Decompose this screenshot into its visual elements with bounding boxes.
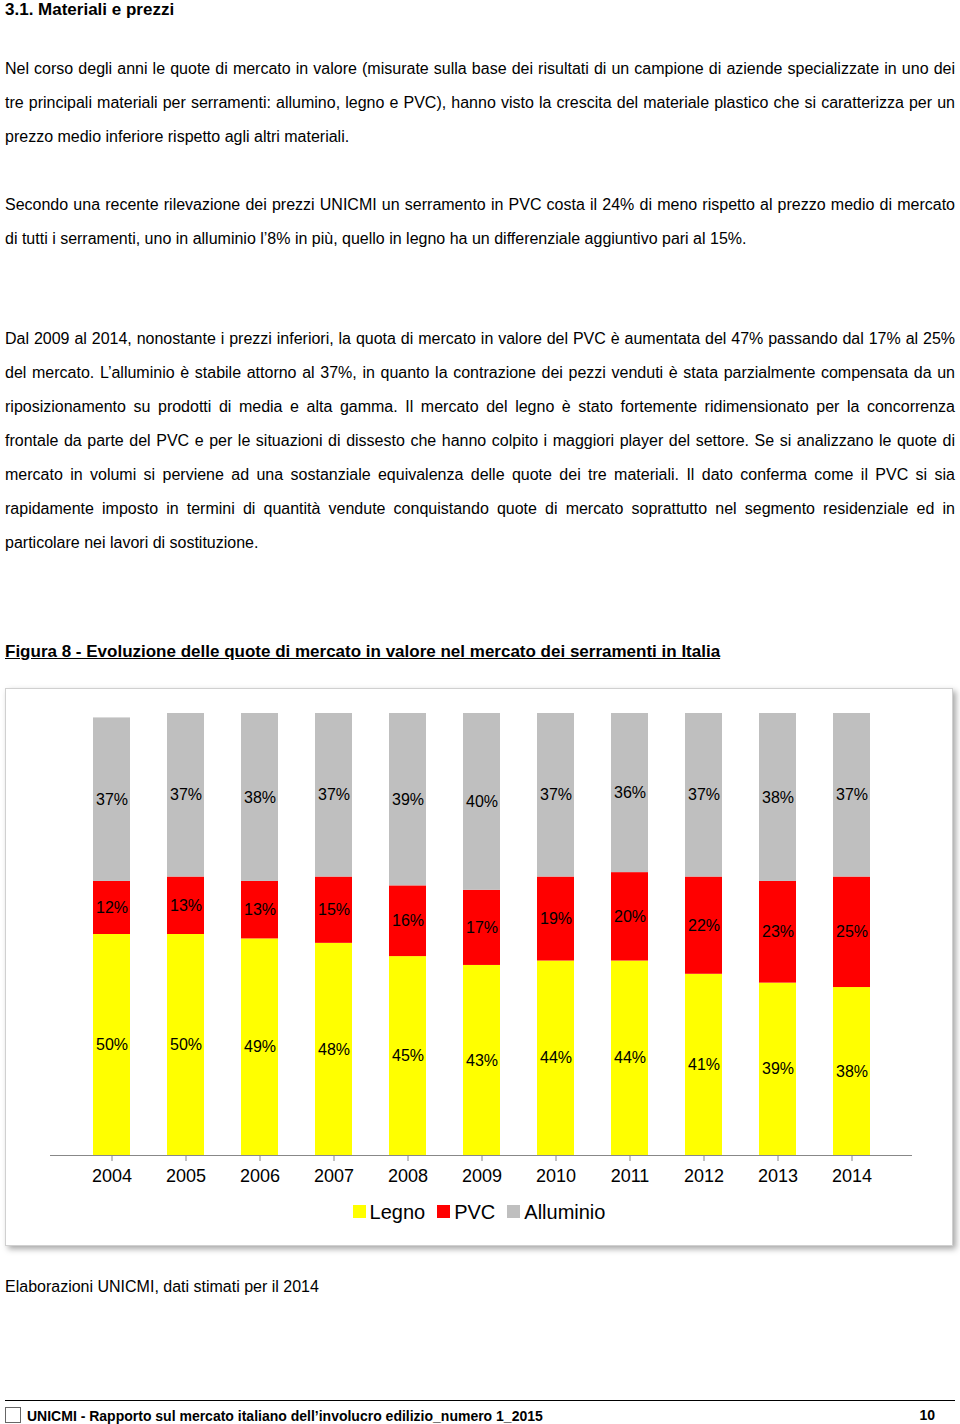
svg-text:2012: 2012 xyxy=(684,1166,724,1186)
svg-text:37%: 37% xyxy=(540,786,572,803)
svg-text:25%: 25% xyxy=(836,923,868,940)
svg-text:2006: 2006 xyxy=(240,1166,280,1186)
svg-text:17%: 17% xyxy=(466,919,498,936)
svg-text:13%: 13% xyxy=(170,897,202,914)
svg-text:23%: 23% xyxy=(762,923,794,940)
svg-text:2008: 2008 xyxy=(388,1166,428,1186)
svg-text:44%: 44% xyxy=(614,1049,646,1066)
svg-text:2014: 2014 xyxy=(832,1166,872,1186)
svg-text:2007: 2007 xyxy=(314,1166,354,1186)
svg-text:44%: 44% xyxy=(540,1049,572,1066)
svg-text:40%: 40% xyxy=(466,793,498,810)
html-text:Dal 2009 al 2014, nonostante i: Dal 2009 al 2014, nonostante i prezzi in… xyxy=(5,330,955,551)
svg-text:38%: 38% xyxy=(244,789,276,806)
svg-text:16%: 16% xyxy=(392,912,424,929)
html-text:Legno: Legno xyxy=(369,1201,426,1223)
svg-text:37%: 37% xyxy=(836,786,868,803)
html-text:Alluminio: Alluminio xyxy=(524,1201,606,1223)
svg-text:38%: 38% xyxy=(836,1063,868,1080)
svg-text:12%: 12% xyxy=(96,899,128,916)
svg-text:41%: 41% xyxy=(688,1056,720,1073)
html-text:UNICMI - Rapporto sul mercato: UNICMI - Rapporto sul mercato italiano d… xyxy=(27,1408,543,1424)
html-text:Secondo una recente rilevazion: Secondo una recente rilevazione dei prez… xyxy=(5,196,955,247)
html-text:10: 10 xyxy=(919,1407,935,1423)
svg-text:37%: 37% xyxy=(688,786,720,803)
svg-text:39%: 39% xyxy=(762,1060,794,1077)
svg-text:36%: 36% xyxy=(614,784,646,801)
html-text:Elaborazioni UNICMI, dati stim: Elaborazioni UNICMI, dati stimati per il… xyxy=(5,1278,319,1295)
html-text:PVC: PVC xyxy=(454,1201,496,1223)
svg-text:13%: 13% xyxy=(244,901,276,918)
svg-text:49%: 49% xyxy=(244,1038,276,1055)
svg-text:43%: 43% xyxy=(466,1052,498,1069)
svg-text:2009: 2009 xyxy=(462,1166,502,1186)
svg-text:39%: 39% xyxy=(392,791,424,808)
svg-text:2013: 2013 xyxy=(758,1166,798,1186)
svg-text:2011: 2011 xyxy=(611,1166,650,1186)
svg-text:37%: 37% xyxy=(318,786,350,803)
html-text:3.1. Materiali e prezzi: 3.1. Materiali e prezzi xyxy=(5,0,175,19)
svg-text:2005: 2005 xyxy=(166,1166,206,1186)
svg-text:15%: 15% xyxy=(318,901,350,918)
svg-text:50%: 50% xyxy=(96,1036,128,1053)
html-text:Nel corso degli anni le quote: Nel corso degli anni le quote di mercato… xyxy=(5,60,955,145)
svg-text:19%: 19% xyxy=(540,910,572,927)
svg-text:37%: 37% xyxy=(96,791,128,808)
svg-text:50%: 50% xyxy=(170,1036,202,1053)
html-text:Figura 8 - Evoluzione delle qu: Figura 8 - Evoluzione delle quote di mer… xyxy=(5,642,721,661)
svg-text:2004: 2004 xyxy=(92,1166,132,1186)
svg-text:37%: 37% xyxy=(170,786,202,803)
svg-text:22%: 22% xyxy=(688,917,720,934)
svg-text:48%: 48% xyxy=(318,1041,350,1058)
svg-text:2010: 2010 xyxy=(536,1166,576,1186)
svg-text:38%: 38% xyxy=(762,789,794,806)
svg-text:45%: 45% xyxy=(392,1047,424,1064)
svg-text:20%: 20% xyxy=(614,908,646,925)
